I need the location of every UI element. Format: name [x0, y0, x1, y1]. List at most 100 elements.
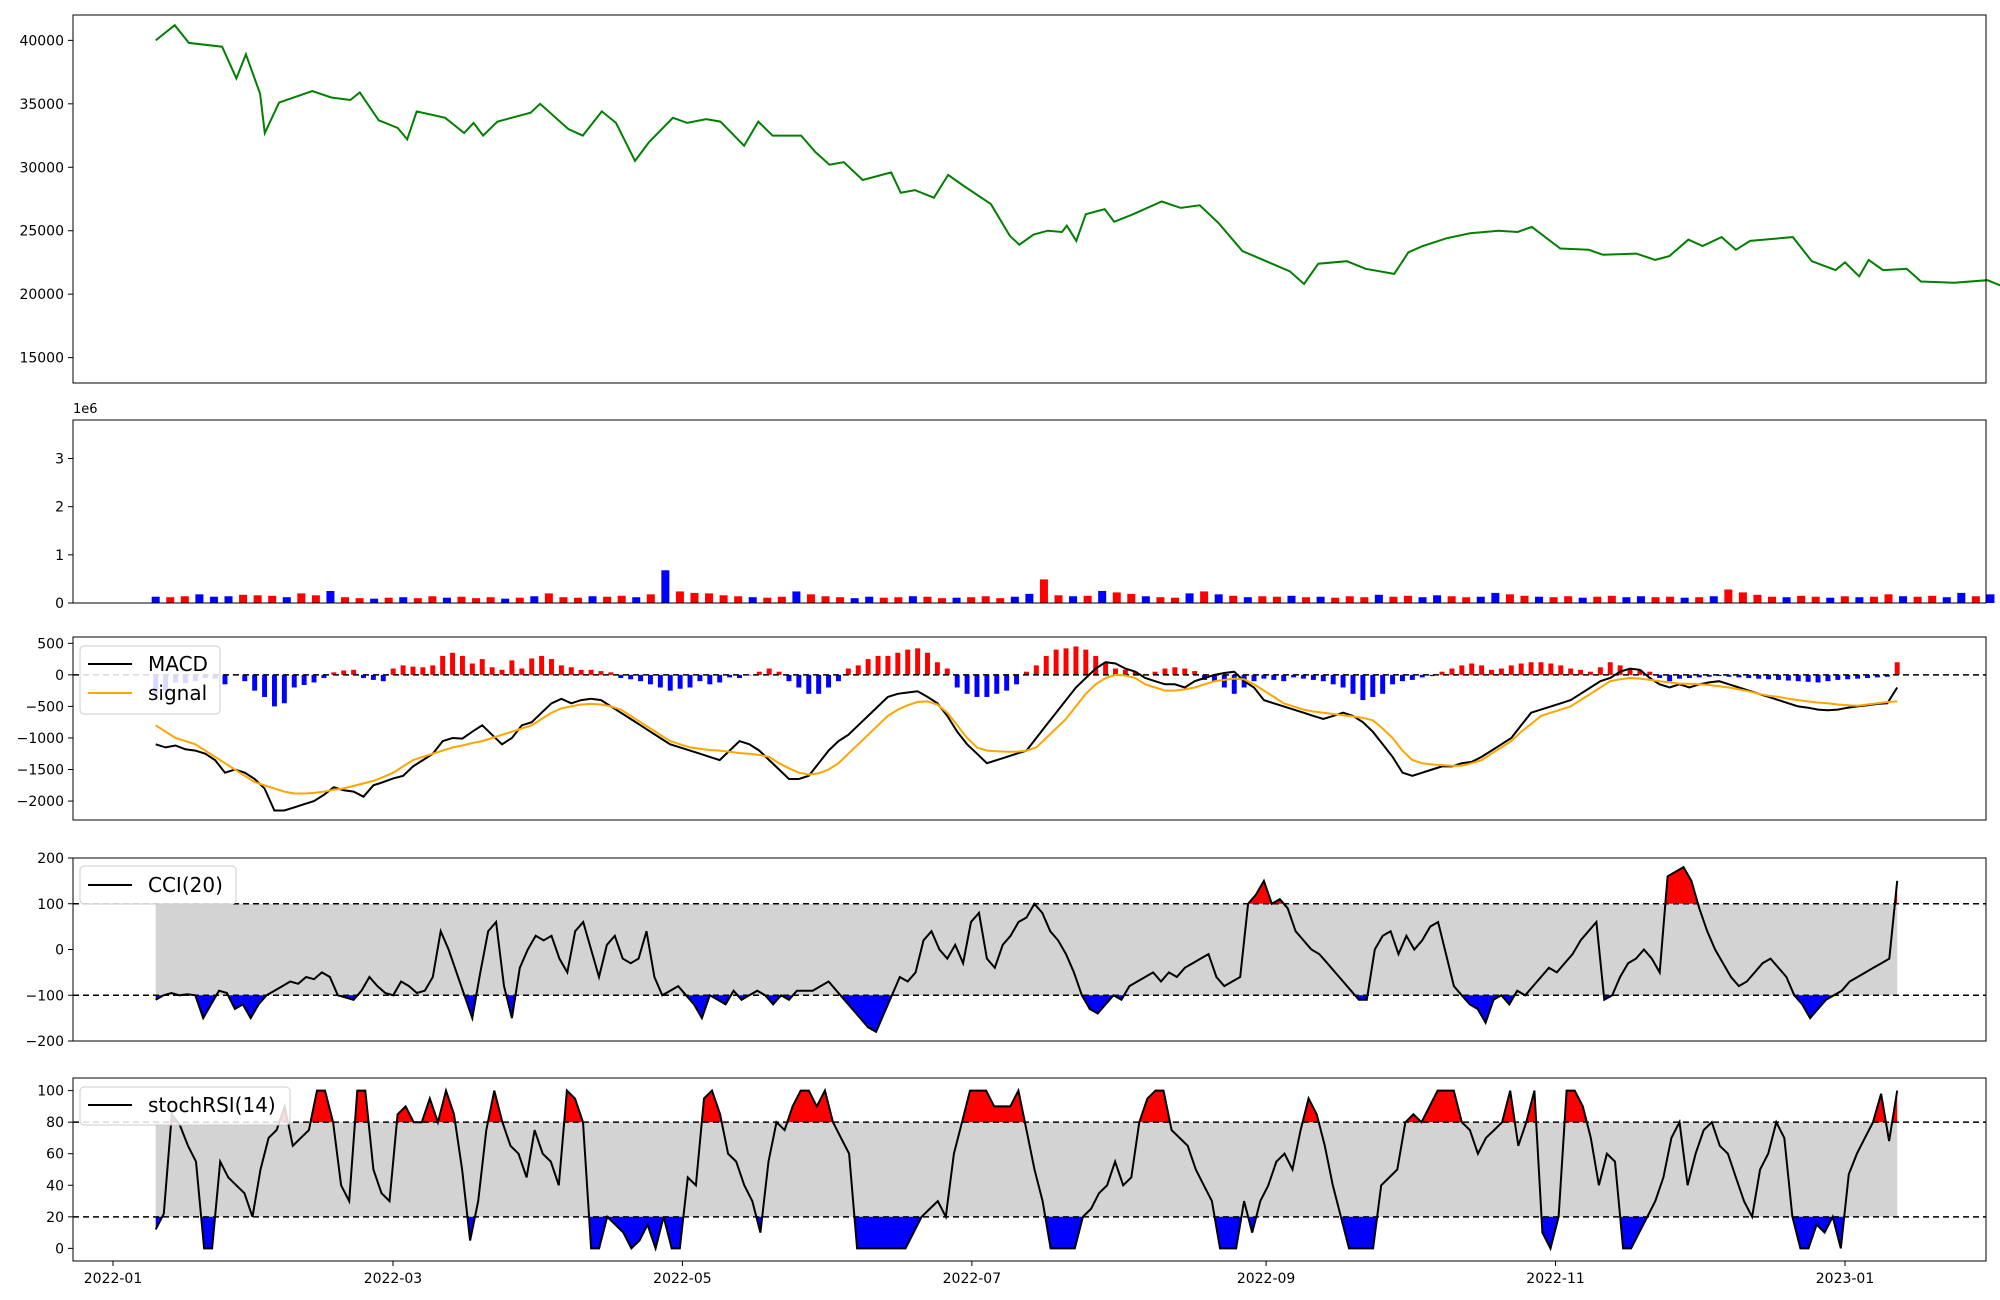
macd-legend: MACD signal	[79, 645, 221, 715]
volume-bar	[1695, 597, 1704, 603]
volume-bar	[821, 596, 830, 603]
macd-histogram-bar	[1023, 671, 1029, 675]
macd-histogram-bar	[816, 674, 822, 694]
macd-histogram-bar	[1696, 674, 1702, 678]
cci-legend: CCI(20)	[79, 865, 237, 905]
macd-histogram-bar	[647, 674, 653, 685]
macd-histogram-bar	[1310, 674, 1316, 680]
volume-bar	[573, 597, 582, 603]
macd-histogram-bar	[1192, 671, 1198, 675]
macd-histogram-bar	[934, 662, 940, 675]
macd-histogram-bar	[756, 671, 762, 675]
cci-oversold-fill-9	[765, 995, 782, 1005]
volume-bar	[865, 596, 874, 603]
macd-histogram-bar	[1291, 674, 1297, 678]
macd-histogram-bar	[944, 668, 950, 675]
macd-histogram-bar	[1825, 674, 1831, 682]
volume-bar	[1156, 597, 1165, 603]
volume-bar	[1753, 594, 1762, 603]
macd-histogram-bar	[499, 669, 505, 675]
volume-ytick-label-3: 3	[55, 452, 64, 468]
macd-histogram-bar	[1469, 663, 1475, 675]
macd-histogram-bar	[1014, 674, 1020, 685]
macd-histogram-bar	[400, 665, 406, 675]
volume-bar	[850, 598, 859, 603]
volume-bar	[501, 598, 510, 603]
volume-bar	[1957, 592, 1966, 603]
volume-bar	[1607, 595, 1616, 603]
macd-histogram-bar	[717, 674, 723, 683]
volume-bar	[1942, 597, 1951, 603]
macd-histogram-bar	[1686, 674, 1692, 679]
volume-bar	[894, 597, 903, 603]
macd-histogram-bar	[539, 655, 545, 675]
stochrsi-overbought-fill-6	[437, 1090, 456, 1123]
price-ytick-label-1: 20000	[19, 287, 64, 303]
volume-bar	[632, 597, 641, 603]
macd-histogram-bar	[1063, 648, 1069, 675]
volume-bar	[1651, 597, 1660, 603]
macd-histogram-bar	[1657, 674, 1663, 679]
macd-histogram-bar	[1380, 674, 1386, 694]
macd-panel: 500 0 −500 −1000 −1500 −2000 MACD signal	[17, 636, 1987, 821]
macd-histogram-bar	[1093, 655, 1099, 675]
volume-bar	[967, 597, 976, 603]
volume-bar	[1724, 589, 1733, 603]
stochrsi-plot-area	[73, 1087, 1986, 1252]
volume-bar	[1272, 596, 1281, 603]
macd-histogram-bar	[1350, 674, 1356, 694]
stochrsi-y-axis: 100 80 60 40 20 0	[37, 1084, 73, 1257]
macd-histogram-bar	[875, 655, 881, 675]
macd-histogram-bar	[1320, 674, 1326, 682]
volume-bar	[1316, 596, 1325, 603]
volume-bar	[1986, 594, 1995, 603]
macd-histogram-bar	[430, 665, 436, 675]
volume-bar	[836, 597, 845, 603]
macd-histogram-bar	[1518, 663, 1524, 675]
volume-bar	[1345, 596, 1354, 603]
macd-histogram-bar	[598, 671, 604, 675]
volume-bar	[1010, 596, 1019, 603]
macd-histogram-bar	[509, 660, 515, 675]
macd-histogram-bar	[984, 674, 990, 697]
macd-y-axis: 500 0 −500 −1000 −1500 −2000	[17, 636, 73, 810]
macd-histogram-bar	[786, 674, 792, 682]
macd-histogram-bar	[1281, 674, 1287, 682]
stochrsi-ytick-label-2: 60	[46, 1147, 64, 1163]
volume-bar	[588, 596, 597, 603]
price-ytick-label-3: 30000	[19, 160, 64, 176]
stochrsi-oversold-fill-5	[663, 1216, 684, 1249]
macd-histogram-bar	[1726, 674, 1732, 677]
macd-histogram-bar	[1756, 674, 1762, 679]
macd-histogram-bar	[1172, 667, 1178, 675]
macd-histogram-bar	[1043, 655, 1049, 675]
volume-bar	[1535, 596, 1544, 603]
macd-histogram-bar	[271, 674, 277, 707]
volume-bar	[690, 592, 699, 603]
macd-histogram-bar	[885, 655, 891, 675]
volume-bar	[879, 597, 888, 603]
date-xtick-label-2: 2022-05	[653, 1271, 712, 1287]
stochrsi-axes-frame	[72, 1077, 1987, 1262]
macd-histogram-bar	[1835, 674, 1841, 680]
price-ytick-label-0: 15000	[19, 351, 64, 367]
stochrsi-ytick-label-4: 20	[46, 1210, 64, 1226]
volume-bar	[1098, 590, 1107, 603]
macd-histogram-bar	[1489, 669, 1494, 675]
volume-bar	[1709, 596, 1718, 603]
cci-ytick-label-0: 200	[37, 851, 64, 867]
volume-bar	[675, 591, 684, 603]
price-ytick-label-2: 25000	[19, 224, 64, 240]
volume-bar	[938, 598, 947, 603]
volume-bar	[1782, 597, 1791, 603]
volume-bar	[1243, 597, 1252, 603]
volume-bar	[413, 598, 422, 603]
macd-histogram-bar	[1211, 674, 1217, 682]
macd-histogram-bar	[1498, 668, 1504, 675]
macd-histogram-bar	[281, 674, 287, 704]
macd-histogram-bar	[1587, 671, 1593, 675]
stochrsi-neutral-band	[155, 1122, 1898, 1217]
macd-histogram-bar	[1182, 668, 1188, 675]
macd-histogram-bar	[450, 652, 456, 675]
macd-histogram-bar	[1399, 674, 1405, 682]
